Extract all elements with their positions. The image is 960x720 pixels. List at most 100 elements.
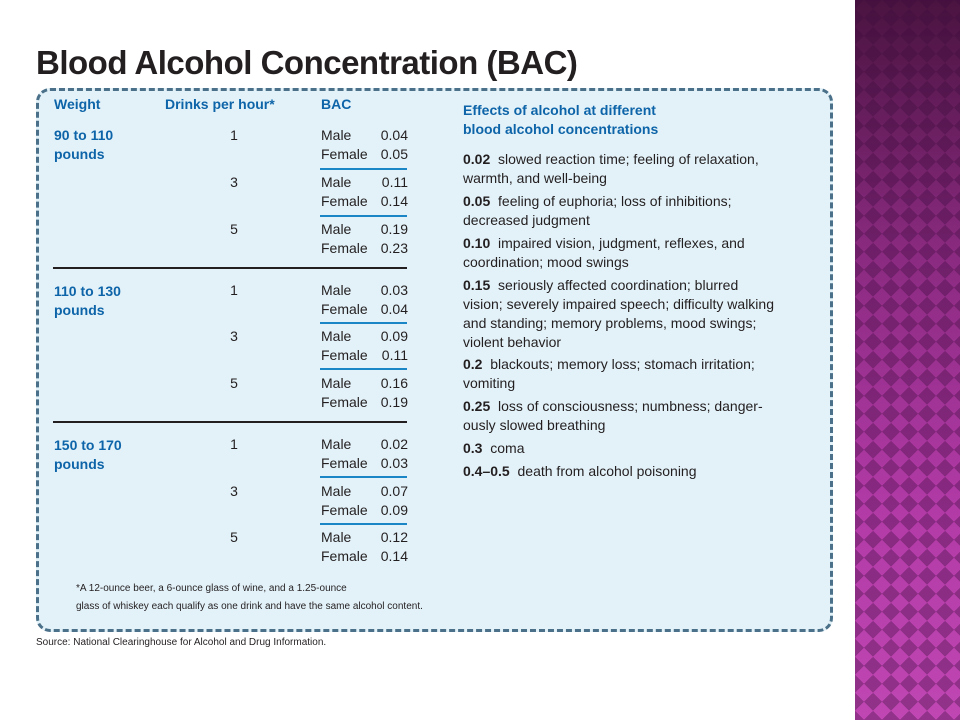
bac-value: 0.16: [380, 375, 408, 391]
bac-value: 0.11: [381, 174, 408, 190]
bac-value: 0.04: [380, 127, 408, 143]
bac-value: 0.12: [380, 529, 408, 545]
effect-level: 0.2: [463, 356, 483, 372]
bac-value: 0.19: [380, 394, 408, 410]
effect-text: death from alcohol poisoning: [517, 463, 697, 479]
sex-label-female: Female: [321, 548, 368, 564]
effect-item: 0.2 blackouts; memory loss; stomach irri…: [463, 355, 813, 393]
bac-value: 0.09: [380, 328, 408, 344]
effect-item: 0.15 seriously affected coordination; bl…: [463, 276, 813, 352]
effect-text: blackouts; memory loss; stomach irritati…: [490, 356, 755, 372]
bac-value: 0.04: [380, 301, 408, 317]
effect-text: warmth, and well-being: [463, 170, 607, 186]
drinks-count: 3: [230, 483, 238, 499]
drinks-count: 5: [230, 221, 238, 237]
effect-level: 0.25: [463, 398, 491, 414]
sex-label-male: Male: [321, 127, 352, 143]
effect-level: 0.4–0.5: [463, 463, 510, 479]
bac-value: 0.11: [381, 347, 408, 363]
page-title: Blood Alcohol Concentration (BAC): [36, 44, 578, 81]
group-divider: [53, 421, 407, 423]
bac-value: 0.03: [380, 455, 408, 471]
effect-text: vision; severely impaired speech; diffic…: [463, 296, 774, 312]
effects-title-line: blood alcohol concentrations: [463, 121, 659, 137]
effect-text: loss of consciousness; numbness; danger-: [498, 398, 763, 414]
sex-label-male: Male: [321, 436, 352, 452]
effect-text: coordination; mood swings: [463, 254, 629, 270]
weight-range: 110 to 130: [54, 283, 121, 299]
sex-label-male: Male: [321, 529, 352, 545]
effect-text: coma: [490, 440, 525, 456]
effect-item: 0.10 impaired vision, judgment, reflexes…: [463, 234, 813, 272]
effect-item: 0.25 loss of consciousness; numbness; da…: [463, 397, 813, 435]
drinks-count: 5: [230, 375, 238, 391]
bac-value: 0.02: [380, 436, 408, 452]
bac-value: 0.09: [380, 502, 408, 518]
footnote: *A 12-ounce beer, a 6-ounce glass of win…: [76, 580, 423, 616]
sex-label-female: Female: [321, 347, 368, 363]
effect-item: 0.02 slowed reaction time; feeling of re…: [463, 150, 813, 188]
effect-level: 0.02: [463, 151, 491, 167]
row-divider: [320, 322, 407, 324]
footnote-line: *A 12-ounce beer, a 6-ounce glass of win…: [76, 583, 347, 594]
bac-value: 0.03: [380, 282, 408, 298]
weight-unit: pounds: [54, 146, 105, 162]
bac-value: 0.07: [380, 483, 408, 499]
bac-value: 0.14: [380, 548, 408, 564]
sex-label-male: Male: [321, 282, 352, 298]
weight-range: 90 to 110: [54, 127, 114, 143]
decorative-side-band: [855, 0, 960, 720]
effect-item: 0.4–0.5 death from alcohol poisoning: [463, 462, 813, 481]
header-drinks-per-hour: Drinks per hour*: [165, 96, 275, 112]
weight-range: 150 to 170: [54, 437, 122, 453]
effect-level: 0.05: [463, 193, 491, 209]
weight-unit: pounds: [54, 456, 105, 472]
weight-group-label: 110 to 130 pounds: [54, 282, 121, 320]
weight-group-label: 150 to 170 pounds: [54, 436, 122, 474]
effect-text: seriously affected coordination; blurred: [498, 277, 739, 293]
sex-label-female: Female: [321, 146, 368, 162]
bac-chart-panel: [36, 88, 833, 632]
drinks-count: 1: [230, 436, 238, 452]
sex-label-female: Female: [321, 502, 368, 518]
drinks-count: 1: [230, 282, 238, 298]
sex-label-male: Male: [321, 221, 352, 237]
sex-label-female: Female: [321, 394, 368, 410]
effects-title-line: Effects of alcohol at different: [463, 102, 656, 118]
row-divider: [320, 476, 407, 478]
effect-level: 0.3: [463, 440, 483, 456]
source-citation: Source: National Clearinghouse for Alcoh…: [36, 637, 327, 648]
effect-text: vomiting: [463, 375, 516, 391]
sex-label-male: Male: [321, 375, 352, 391]
effect-text: slowed reaction time; feeling of relaxat…: [498, 151, 759, 167]
effect-text: decreased judgment: [463, 212, 590, 228]
effect-text: and standing; memory problems, mood swin…: [463, 315, 757, 331]
drinks-count: 1: [230, 127, 238, 143]
sex-label-male: Male: [321, 174, 352, 190]
effect-item: 0.3 coma: [463, 439, 813, 458]
sex-label-female: Female: [321, 455, 368, 471]
row-divider: [320, 368, 407, 370]
effect-item: 0.05 feeling of euphoria; loss of inhibi…: [463, 192, 813, 230]
sex-label-female: Female: [321, 193, 368, 209]
sex-label-male: Male: [321, 483, 352, 499]
header-bac: BAC: [321, 96, 352, 112]
row-divider: [320, 523, 407, 525]
effect-text: violent behavior: [463, 334, 562, 350]
effects-title: Effects of alcohol at different blood al…: [463, 101, 658, 139]
effect-text: ously slowed breathing: [463, 417, 606, 433]
bac-value: 0.23: [380, 240, 408, 256]
sex-label-male: Male: [321, 328, 352, 344]
sex-label-female: Female: [321, 301, 368, 317]
row-divider: [320, 168, 407, 170]
header-weight: Weight: [54, 96, 101, 112]
bac-value: 0.19: [380, 221, 408, 237]
effect-level: 0.10: [463, 235, 491, 251]
effect-text: impaired vision, judgment, reflexes, and: [498, 235, 745, 251]
row-divider: [320, 215, 407, 217]
weight-unit: pounds: [54, 302, 105, 318]
weight-group-label: 90 to 110 pounds: [54, 126, 113, 164]
bac-value: 0.14: [380, 193, 408, 209]
bac-value: 0.05: [380, 146, 408, 162]
effect-text: feeling of euphoria; loss of inhibitions…: [498, 193, 732, 209]
